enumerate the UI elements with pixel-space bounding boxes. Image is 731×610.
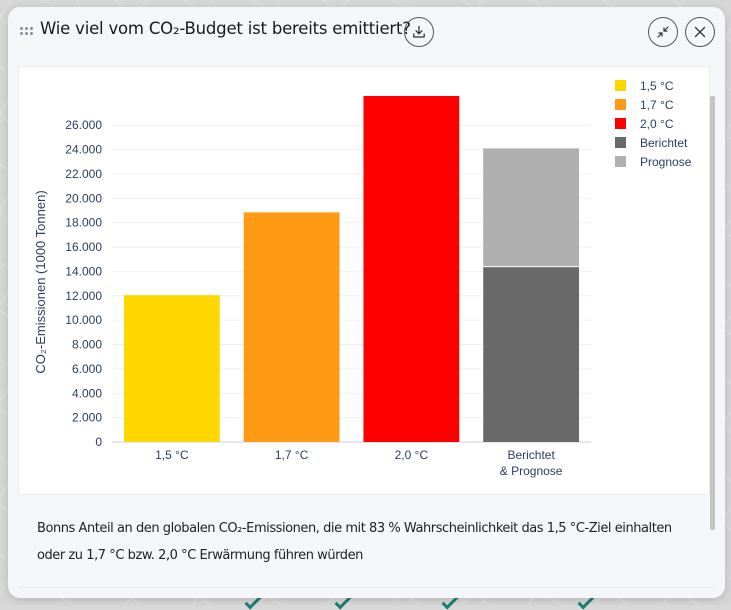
legend: 1,5 °C 1,7 °C 2,0 °C Berichtet Prognose xyxy=(615,79,692,169)
y-tick-label: 2.000 xyxy=(72,411,102,425)
drag-handle-icon[interactable] xyxy=(20,27,33,35)
download-icon xyxy=(413,25,425,38)
close-button[interactable] xyxy=(685,17,715,47)
legend-swatch xyxy=(615,80,626,91)
legend-swatch xyxy=(615,118,626,129)
x-tick-label: 1,5 °C xyxy=(155,448,189,462)
legend-item[interactable]: 2,0 °C xyxy=(615,117,674,131)
legend-item[interactable]: 1,5 °C xyxy=(615,79,674,93)
modal-header: Wie viel vom CO₂-Budget ist bereits emit… xyxy=(8,7,725,59)
y-tick-label: 20.000 xyxy=(65,191,102,205)
x-tick-label: 1,7 °C xyxy=(275,448,309,462)
x-tick-label: Berichtet xyxy=(507,448,555,462)
y-tick-label: 4.000 xyxy=(72,386,102,400)
chart-container: 0 2.000 4.000 6.000 8.000 10.000 12.000 14.000 1… xyxy=(18,66,710,495)
y-tick-label: 12.000 xyxy=(65,289,102,303)
legend-label: 2,0 °C xyxy=(640,117,674,131)
legend-label: Berichtet xyxy=(640,136,688,150)
legend-label: Prognose xyxy=(640,155,692,169)
modal-title: Wie viel vom CO₂-Budget ist bereits emit… xyxy=(40,19,411,38)
minimize-button[interactable] xyxy=(648,17,678,47)
y-tick-label: 22.000 xyxy=(65,167,102,181)
bar-berichtet[interactable] xyxy=(483,267,580,442)
x-tick-label: 2,0 °C xyxy=(395,448,429,462)
y-tick-label: 24.000 xyxy=(65,143,102,157)
legend-item[interactable]: Berichtet xyxy=(615,136,688,150)
legend-item[interactable]: Prognose xyxy=(615,155,692,169)
bar-1-7-c[interactable] xyxy=(243,212,340,442)
legend-swatch xyxy=(615,99,626,110)
scrollbar[interactable] xyxy=(710,96,715,530)
y-tick-label: 26.000 xyxy=(65,118,102,132)
y-tick-label: 8.000 xyxy=(72,338,102,352)
legend-item[interactable]: 1,7 °C xyxy=(615,98,674,112)
y-tick-label: 6.000 xyxy=(72,362,102,376)
legend-label: 1,7 °C xyxy=(640,98,674,112)
y-tick-label: 0 xyxy=(95,435,102,449)
bars xyxy=(123,96,580,442)
x-tick-label: & Prognose xyxy=(500,464,563,478)
divider xyxy=(18,587,715,588)
y-tick-label: 16.000 xyxy=(65,240,102,254)
chart-modal: Wie viel vom CO₂-Budget ist bereits emit… xyxy=(8,7,725,598)
x-axis-ticks: 1,5 °C 1,7 °C 2,0 °C Berichtet & Prognose xyxy=(155,448,563,478)
y-tick-label: 14.000 xyxy=(65,264,102,278)
close-icon xyxy=(694,26,706,38)
bar-chart: 0 2.000 4.000 6.000 8.000 10.000 12.000 14.000 1… xyxy=(33,79,692,478)
download-button[interactable] xyxy=(404,17,434,47)
y-tick-label: 10.000 xyxy=(65,313,102,327)
y-axis-label: CO₂-Emissionen (1000 Tonnen) xyxy=(33,190,48,373)
bar-2-0-c[interactable] xyxy=(363,96,460,442)
chart-caption: Bonns Anteil an den globalen CO₂-Emissio… xyxy=(37,521,672,563)
y-tick-label: 18.000 xyxy=(65,216,102,230)
legend-swatch xyxy=(615,137,626,148)
legend-swatch xyxy=(615,156,626,167)
y-axis-ticks: 0 2.000 4.000 6.000 8.000 10.000 12.000 14.000 1… xyxy=(65,118,102,449)
legend-label: 1,5 °C xyxy=(640,79,674,93)
bar-1-5-c[interactable] xyxy=(123,295,220,442)
minimize-icon xyxy=(657,26,669,38)
bar-prognose[interactable] xyxy=(483,148,580,267)
